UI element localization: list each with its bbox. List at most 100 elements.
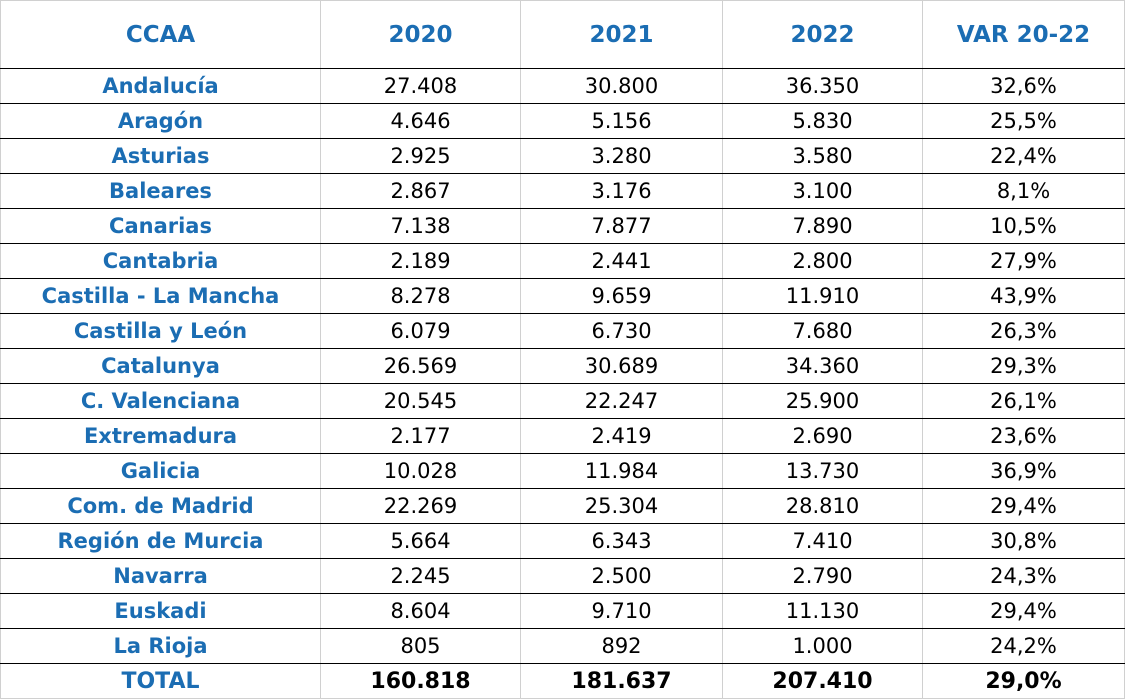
value-cell: 24,3% <box>922 558 1125 594</box>
value-cell: 3.280 <box>520 138 723 174</box>
value-cell: 25.304 <box>520 488 723 524</box>
value-cell: 22,4% <box>922 138 1125 174</box>
value-cell: 11.130 <box>722 593 923 629</box>
value-cell: 24,2% <box>922 628 1125 664</box>
value-cell: 2.441 <box>520 243 723 279</box>
region-name: Com. de Madrid <box>0 488 321 524</box>
value-cell: 23,6% <box>922 418 1125 454</box>
value-cell: 7.410 <box>722 523 923 559</box>
value-cell: 11.910 <box>722 278 923 314</box>
region-name: Catalunya <box>0 348 321 384</box>
value-cell: 805 <box>320 628 521 664</box>
value-cell: 29,4% <box>922 488 1125 524</box>
value-cell: 20.545 <box>320 383 521 419</box>
value-cell: 29,3% <box>922 348 1125 384</box>
value-cell: 36,9% <box>922 453 1125 489</box>
value-cell: 6.079 <box>320 313 521 349</box>
value-cell: 13.730 <box>722 453 923 489</box>
value-cell: 25.900 <box>722 383 923 419</box>
value-cell: 2.245 <box>320 558 521 594</box>
value-cell: 181.637 <box>520 663 723 699</box>
value-cell: 26,1% <box>922 383 1125 419</box>
region-name: Euskadi <box>0 593 321 629</box>
value-cell: 2.690 <box>722 418 923 454</box>
value-cell: 6.730 <box>520 313 723 349</box>
header-row: CCAA 2020 2021 2022 VAR 20-22 <box>0 0 1125 69</box>
value-cell: 22.247 <box>520 383 723 419</box>
value-cell: 9.659 <box>520 278 723 314</box>
region-name: Aragón <box>0 103 321 139</box>
data-row: C. Valenciana 20.545 22.247 25.900 26,1% <box>0 383 1125 419</box>
value-cell: 9.710 <box>520 593 723 629</box>
region-name: Extremadura <box>0 418 321 454</box>
data-row: Castilla - La Mancha 8.278 9.659 11.910 43,9… <box>0 278 1125 314</box>
value-cell: 10.028 <box>320 453 521 489</box>
region-name: Galicia <box>0 453 321 489</box>
value-cell: 2.867 <box>320 173 521 209</box>
value-cell: 5.664 <box>320 523 521 559</box>
region-name: La Rioja <box>0 628 321 664</box>
value-cell: 3.580 <box>722 138 923 174</box>
value-cell: 7.138 <box>320 208 521 244</box>
region-name: Baleares <box>0 173 321 209</box>
region-name: Región de Murcia <box>0 523 321 559</box>
value-cell: 2.790 <box>722 558 923 594</box>
header-cell: 2020 <box>320 0 521 69</box>
region-name: Castilla y León <box>0 313 321 349</box>
data-row: Canarias 7.138 7.877 7.890 10,5% <box>0 208 1125 244</box>
value-cell: 3.176 <box>520 173 723 209</box>
header-cell: CCAA <box>0 0 321 69</box>
value-cell: 8.604 <box>320 593 521 629</box>
header-cell: 2021 <box>520 0 723 69</box>
header-cell: 2022 <box>722 0 923 69</box>
data-row: Euskadi 8.604 9.710 11.130 29,4% <box>0 593 1125 629</box>
value-cell: 26,3% <box>922 313 1125 349</box>
region-name: Cantabria <box>0 243 321 279</box>
data-row: La Rioja 805 892 1.000 24,2% <box>0 628 1125 664</box>
value-cell: 25,5% <box>922 103 1125 139</box>
value-cell: 2.925 <box>320 138 521 174</box>
value-cell: 5.156 <box>520 103 723 139</box>
value-cell: 10,5% <box>922 208 1125 244</box>
value-cell: 8,1% <box>922 173 1125 209</box>
region-name: TOTAL <box>0 663 321 699</box>
data-row: Cantabria 2.189 2.441 2.800 27,9% <box>0 243 1125 279</box>
value-cell: 28.810 <box>722 488 923 524</box>
data-row: Baleares 2.867 3.176 3.100 8,1% <box>0 173 1125 209</box>
value-cell: 32,6% <box>922 68 1125 104</box>
value-cell: 1.000 <box>722 628 923 664</box>
region-name: Castilla - La Mancha <box>0 278 321 314</box>
region-name: Navarra <box>0 558 321 594</box>
value-cell: 8.278 <box>320 278 521 314</box>
data-row: Extremadura 2.177 2.419 2.690 23,6% <box>0 418 1125 454</box>
value-cell: 2.419 <box>520 418 723 454</box>
value-cell: 26.569 <box>320 348 521 384</box>
value-cell: 6.343 <box>520 523 723 559</box>
data-row: Navarra 2.245 2.500 2.790 24,3% <box>0 558 1125 594</box>
value-cell: 29,4% <box>922 593 1125 629</box>
value-cell: 2.177 <box>320 418 521 454</box>
value-cell: 160.818 <box>320 663 521 699</box>
value-cell: 2.800 <box>722 243 923 279</box>
value-cell: 27,9% <box>922 243 1125 279</box>
value-cell: 7.680 <box>722 313 923 349</box>
region-name: Asturias <box>0 138 321 174</box>
value-cell: 7.877 <box>520 208 723 244</box>
data-row: Com. de Madrid 22.269 25.304 28.810 29,4% <box>0 488 1125 524</box>
data-row: Región de Murcia 5.664 6.343 7.410 30,8% <box>0 523 1125 559</box>
value-cell: 3.100 <box>722 173 923 209</box>
value-cell: 30.800 <box>520 68 723 104</box>
value-cell: 29,0% <box>922 663 1125 699</box>
value-cell: 34.360 <box>722 348 923 384</box>
region-name: Canarias <box>0 208 321 244</box>
value-cell: 2.189 <box>320 243 521 279</box>
value-cell: 36.350 <box>722 68 923 104</box>
value-cell: 207.410 <box>722 663 923 699</box>
value-cell: 7.890 <box>722 208 923 244</box>
region-name: Andalucía <box>0 68 321 104</box>
value-cell: 30,8% <box>922 523 1125 559</box>
data-row: Aragón 4.646 5.156 5.830 25,5% <box>0 103 1125 139</box>
